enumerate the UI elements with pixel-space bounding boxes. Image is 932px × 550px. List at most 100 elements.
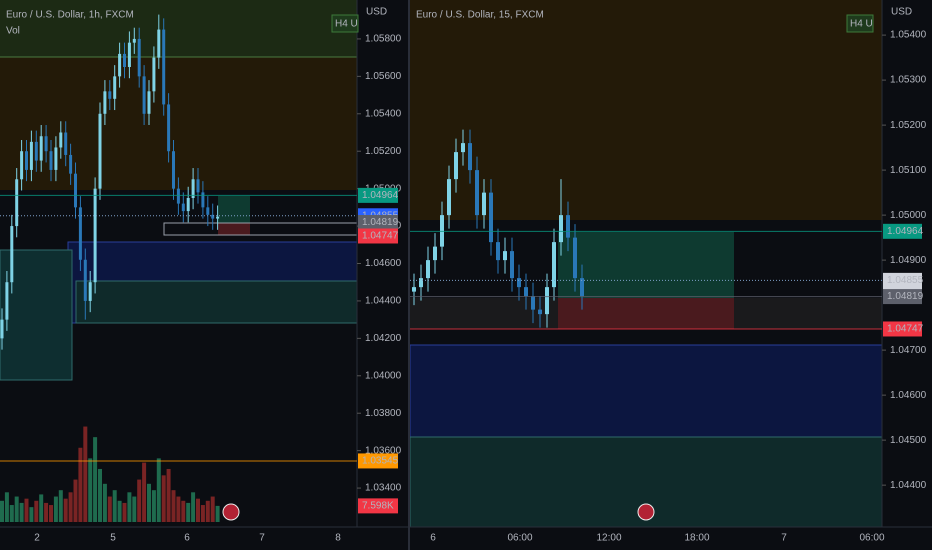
candle-body [419,278,423,288]
volume-bar [210,496,215,522]
candle-body [98,113,102,189]
volume-bar [132,496,137,522]
candle-body [113,76,117,99]
candle-body [152,57,156,92]
y-tick-label: 1.05200 [890,120,927,131]
flag-icon[interactable] [222,503,240,521]
volume-bar [53,496,58,522]
volume-bar [205,500,210,522]
price-label: 1.04855 [887,275,924,286]
candle-body [127,42,131,67]
volume-bar [78,447,83,522]
candle-body [123,53,126,67]
flag-icon[interactable] [637,503,655,521]
y-tick-label: 1.05400 [365,108,402,119]
candle-body [510,251,514,279]
candle-body [162,29,166,105]
x-tick-label: 6 [184,533,190,544]
price-label-box [358,187,398,203]
candle-body [142,76,146,114]
badge-box [846,14,874,33]
volume-label: 7.598K [362,501,394,512]
volume-bar [137,479,142,522]
volume-bar [34,500,39,522]
candle-body [44,136,48,152]
candle-body [34,141,38,161]
candle-body [147,91,151,114]
candle-body [461,143,465,153]
candle-body [545,287,549,315]
zone [558,232,734,298]
candle-body [118,53,122,77]
y-tick-label: 1.05000 [890,210,927,221]
candle-body [412,287,416,292]
candle-body [167,104,171,152]
price-label: 1.04964 [887,226,924,237]
y-tick-label: 1.04000 [365,370,402,381]
y-tick-label: 1.05200 [365,146,402,157]
volume-bar [161,475,166,522]
volume-bar [166,468,171,522]
candle-body [433,246,437,261]
y-tick-label: 1.05400 [890,30,927,41]
volume-bar [88,458,93,522]
y-tick-label: 1.04400 [365,296,402,307]
axis-unit: USD [366,7,387,18]
candle-body [559,215,563,243]
volume-bar [44,502,49,522]
candle-body [83,259,87,301]
zone [75,280,358,324]
y-tick-label: 1.03600 [365,445,402,456]
y-tick-label: 1.04700 [890,345,927,356]
candle-body [88,282,92,301]
volume-bar [196,498,200,522]
candle-body [176,188,180,204]
price-label: 1.04819 [887,291,924,302]
volume-title: Vol [6,26,20,37]
candle-body [49,151,53,170]
axis-unit: USD [891,7,912,18]
zone [218,223,250,235]
candle-body [191,179,195,198]
candle-body [552,242,556,288]
candle-body [64,132,68,155]
candle-body [59,132,63,148]
candle-body [496,242,500,261]
x-tick-label: 06:00 [859,533,884,544]
candle-body [54,147,58,170]
volume-bar [122,502,127,522]
candle-body [566,215,570,238]
zone [409,344,883,438]
volume-bar [200,505,205,522]
candle-body [489,192,493,243]
candle-body [447,179,451,216]
volume-bar [0,500,4,522]
y-tick-label: 1.05100 [890,165,927,176]
volume-bar [9,505,14,522]
volume-bar [73,479,78,522]
price-label-box [358,453,398,469]
price-label-box [883,223,922,239]
y-tick-label: 1.05300 [890,75,927,86]
badge-box [331,14,359,33]
candle-body [468,143,472,171]
candle-body [186,197,190,212]
y-tick-label: 1.05800 [365,34,402,45]
volume-bar [127,492,132,522]
candle-body [15,179,19,227]
volume-bar [63,498,68,522]
candle-body [482,192,486,216]
volume-bar [191,492,196,522]
candle-body [503,251,507,261]
price-label-box [883,321,922,337]
volume-bar [117,500,122,522]
candle-body [93,188,97,283]
candle-body [10,226,14,283]
x-tick-label: 18:00 [684,533,709,544]
candle-body [69,154,73,174]
volume-bar [24,498,29,522]
volume-bar [49,505,53,522]
volume-bar [4,492,9,522]
price-label: 1.03545 [362,456,399,467]
volume-bar [98,468,102,522]
